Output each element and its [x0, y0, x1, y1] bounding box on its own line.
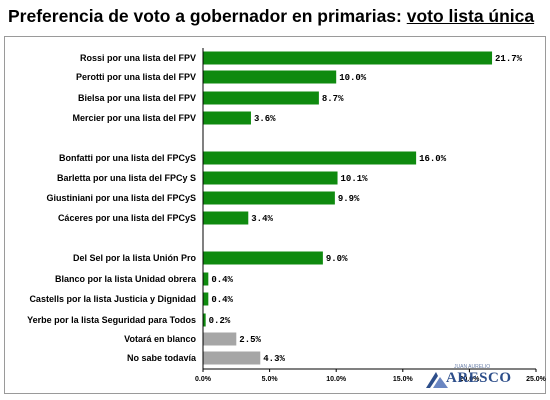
- category-label: Cáceres por una lista del FPCyS: [58, 213, 196, 223]
- bar: [203, 191, 335, 205]
- bar: [203, 292, 209, 306]
- category-label: No sabe todavía: [127, 353, 197, 363]
- data-label: 10.1%: [341, 174, 369, 184]
- logo-small-text: JUAN AURELIO: [454, 364, 491, 370]
- title-underlined: voto lista única: [406, 6, 535, 26]
- data-label: 3.4%: [251, 214, 273, 224]
- logo-mark-icon: [426, 372, 448, 388]
- category-label: Votará en blanco: [124, 334, 196, 344]
- category-label: Castells por la lista Justicia y Dignida…: [29, 294, 196, 304]
- data-label: 0.4%: [211, 295, 233, 305]
- bar: [203, 171, 338, 185]
- data-label: 0.4%: [211, 275, 233, 285]
- title-main: Preferencia de voto a gobernador en prim…: [8, 6, 407, 26]
- bar: [203, 51, 493, 65]
- bar: [203, 251, 323, 265]
- data-label: 0.2%: [209, 316, 231, 326]
- bar: [203, 70, 337, 84]
- bar: [203, 332, 237, 346]
- category-label: Perotti por una lista del FPV: [76, 72, 196, 82]
- data-label: 4.3%: [263, 354, 285, 364]
- bar: [203, 91, 319, 105]
- x-tick-label: 20.0%: [459, 376, 480, 383]
- x-tick-label: 15.0%: [393, 376, 414, 383]
- bar: [203, 313, 206, 327]
- category-label: Giustiniani por una lista del FPCyS: [46, 193, 196, 203]
- chart-title: Preferencia de voto a gobernador en prim…: [8, 6, 534, 27]
- data-label: 21.7%: [495, 54, 523, 64]
- category-label: Yerbe por la lista Seguridad para Todos: [27, 315, 196, 325]
- category-label: Del Sel por la lista Unión Pro: [73, 253, 197, 263]
- data-label: 9.9%: [338, 194, 360, 204]
- category-label: Rossi por una lista del FPV: [80, 53, 196, 63]
- data-label: 10.0%: [339, 73, 367, 83]
- data-label: 8.7%: [322, 94, 344, 104]
- x-tick-label: 25.0%: [526, 376, 547, 383]
- logo-word: ARESCO: [446, 370, 512, 386]
- bar: [203, 272, 209, 286]
- data-label: 16.0%: [419, 154, 447, 164]
- bar: [203, 111, 251, 125]
- chart-frame: [4, 36, 546, 394]
- x-tick-label: 10.0%: [326, 376, 347, 383]
- bar: [203, 151, 417, 165]
- bar: [203, 211, 249, 225]
- category-label: Bonfatti por una lista del FPCyS: [59, 153, 196, 163]
- data-label: 2.5%: [239, 335, 261, 345]
- data-label: 9.0%: [326, 254, 348, 264]
- category-label: Barletta por una lista del FPCy S: [57, 173, 196, 183]
- aresco-logo: JUAN AURELIO ARESCO: [424, 362, 514, 392]
- bar: [203, 351, 261, 365]
- category-label: Blanco por la lista Unidad obrera: [55, 274, 197, 284]
- x-tick-label: 0.0%: [195, 376, 212, 383]
- data-label: 3.6%: [254, 114, 276, 124]
- x-tick-label: 5.0%: [262, 376, 279, 383]
- category-label: Bielsa por una lista del FPV: [78, 93, 196, 103]
- category-label: Mercier por una lista del FPV: [72, 113, 196, 123]
